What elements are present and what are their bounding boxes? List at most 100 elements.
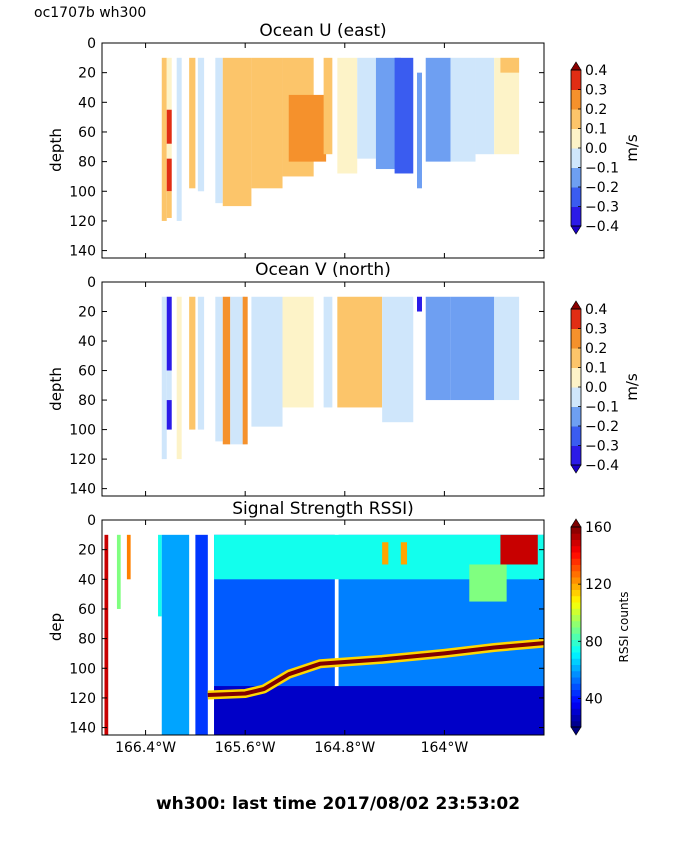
- colorbar-swatch: [571, 570, 581, 578]
- colorbar-swatch: [571, 677, 581, 684]
- heat-cell: [161, 534, 190, 735]
- panel-rssi-colorbar: 160 120 80 40 RSSI counts: [570, 518, 631, 736]
- colorbar-tick-label: 0.0: [585, 141, 607, 157]
- heat-cell: [215, 296, 223, 442]
- y-tick-label: 100: [69, 184, 96, 200]
- colorbar-swatch: [571, 348, 581, 368]
- y-tick-label: 20: [78, 305, 96, 321]
- colorbar-tick-label: 160: [585, 520, 612, 536]
- heat-cell: [475, 57, 495, 155]
- colorbar-swatch: [571, 70, 581, 90]
- colorbar-swatch: [571, 639, 581, 647]
- y-tick-label: 20: [78, 543, 96, 559]
- colorbar-extend-max: [570, 61, 582, 71]
- colorbar-swatch: [571, 558, 581, 565]
- heat-cell: [166, 296, 172, 371]
- y-tick-label: 140: [69, 244, 96, 260]
- panel-v-frame: [101, 281, 545, 497]
- panel-u-ylabel: depth: [47, 128, 65, 172]
- y-tick-label: 0: [87, 36, 96, 52]
- colorbar-tick-label: 0.1: [585, 361, 607, 377]
- heat-cell: [425, 296, 451, 401]
- heat-cell: [104, 534, 109, 735]
- heat-cell: [282, 296, 314, 408]
- heat-cell: [197, 57, 205, 192]
- colorbar-swatch: [571, 720, 581, 728]
- colorbar-tick-label: −0.3: [585, 439, 619, 455]
- panel-u-y-axis: 0 20 40 60 80 100 120 140: [69, 36, 544, 260]
- panel-u-colorbar: 0.4 0.3 0.2 0.1 0.0 −0.1 −0.2 −0.3 −0.4 m/s: [570, 61, 641, 235]
- figure-label: oc1707b wh300: [34, 5, 146, 21]
- colorbar-tick-label: 0.3: [585, 83, 607, 99]
- y-tick-label: 120: [69, 452, 96, 468]
- panel-rssi-plot: [104, 520, 544, 735]
- x-tick-label: 165.6°W: [215, 740, 276, 756]
- panel-rssi-y-axis: 0 20 40 60 80 100 120 140: [69, 513, 544, 737]
- colorbar-swatch: [571, 206, 581, 227]
- heat-cell: [176, 57, 182, 221]
- footer-text: wh300: last time 2017/08/02 23:53:02: [156, 794, 520, 814]
- panel-v-title: Ocean V (north): [255, 260, 391, 280]
- colorbar-swatch: [571, 602, 581, 609]
- colorbar-tick-label: 0.4: [585, 302, 607, 318]
- heat-cell: [215, 57, 223, 204]
- colorbar-extend-max: [570, 518, 582, 528]
- colorbar-tick-label: 120: [585, 577, 612, 593]
- x-tick-label: 164.8°W: [314, 740, 375, 756]
- heat-cell: [189, 57, 196, 189]
- x-tick-label: 166.4°W: [115, 740, 176, 756]
- colorbar-swatch: [571, 426, 581, 446]
- y-tick-label: 20: [78, 66, 96, 82]
- panel-rssi-title: Signal Strength RSSI): [232, 499, 414, 519]
- heat-cell: [214, 686, 544, 735]
- colorbar-swatch: [571, 128, 581, 149]
- panel-u-plot: [145, 43, 520, 258]
- heat-cell: [394, 57, 414, 174]
- colorbar-swatch: [571, 689, 581, 697]
- colorbar-tick-label: 0.3: [585, 322, 607, 338]
- heat-cell: [116, 534, 121, 609]
- colorbar-swatch: [571, 683, 581, 690]
- colorbar-swatch: [571, 645, 581, 653]
- colorbar-swatch: [571, 564, 581, 572]
- colorbar-swatch: [571, 545, 581, 553]
- colorbar-swatch: [571, 695, 581, 703]
- colorbar-swatch: [571, 614, 581, 622]
- panel-v: Ocean V (north) 0 20 40 60 80 100 120 140 depth…: [47, 260, 641, 498]
- y-tick-label: 40: [78, 95, 96, 111]
- colorbar-swatch: [571, 714, 581, 722]
- panel-v-plot: [145, 282, 520, 496]
- heat-cell: [400, 542, 408, 565]
- heat-cell: [450, 296, 495, 401]
- y-tick-label: 140: [69, 482, 96, 498]
- colorbar-swatch: [571, 608, 581, 615]
- colorbar-tick-label: −0.3: [585, 200, 619, 216]
- colorbar-tick-label: 40: [585, 691, 603, 707]
- colorbar-swatch: [571, 533, 581, 540]
- heat-cell: [417, 296, 422, 312]
- colorbar-tick-label: 0.1: [585, 122, 607, 138]
- heat-cell: [357, 57, 376, 159]
- colorbar-tick-label: −0.4: [585, 458, 619, 474]
- heat-cell: [288, 94, 327, 162]
- y-tick-label: 100: [69, 423, 96, 439]
- heat-cell: [126, 534, 131, 580]
- colorbar-frame: [570, 526, 582, 728]
- y-tick-label: 120: [69, 214, 96, 230]
- colorbar-extend-min: [570, 464, 582, 474]
- colorbar-swatch: [571, 620, 581, 628]
- colorbar-swatch: [571, 702, 581, 709]
- heat-cell: [323, 57, 333, 155]
- colorbar-swatch: [571, 309, 581, 329]
- heat-cell: [158, 534, 162, 617]
- colorbar-tick-label: −0.4: [585, 219, 619, 235]
- y-tick-label: 60: [78, 364, 96, 380]
- y-tick-label: 80: [78, 393, 96, 409]
- heat-cell: [166, 109, 172, 144]
- heat-cell: [323, 296, 333, 408]
- colorbar-swatch: [571, 670, 581, 678]
- colorbar-swatch: [571, 589, 581, 597]
- colorbar-swatch: [571, 658, 581, 665]
- colorbar-swatch: [571, 652, 581, 659]
- colorbar-extend-min: [570, 225, 582, 235]
